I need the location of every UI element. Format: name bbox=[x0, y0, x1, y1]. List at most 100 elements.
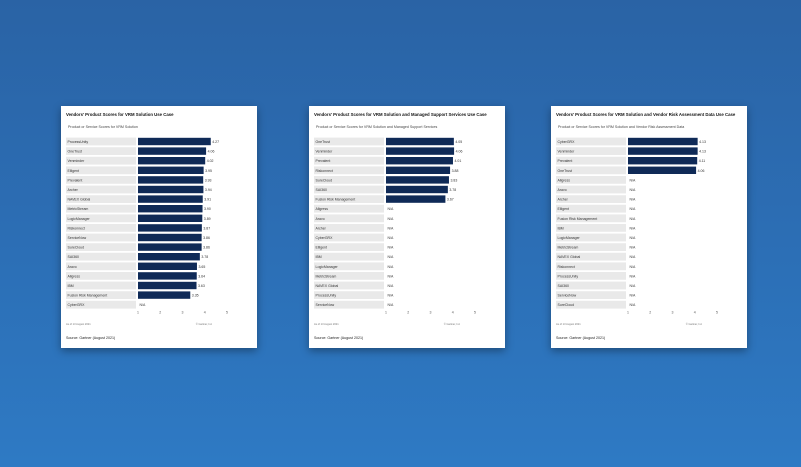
value-label: 3.35 bbox=[192, 294, 199, 298]
score-bar bbox=[386, 157, 453, 165]
score-bar bbox=[138, 214, 203, 222]
category-band bbox=[66, 243, 136, 251]
source-note: Source: Gartner (August 2021) bbox=[66, 336, 116, 340]
category-band bbox=[66, 224, 136, 232]
score-bar bbox=[138, 157, 206, 165]
tick-label: 2 bbox=[159, 310, 161, 314]
copyright-note: © Gartner, Inc bbox=[443, 323, 460, 326]
value-label: 4.13 bbox=[699, 150, 706, 154]
tick-label: 3 bbox=[182, 310, 184, 314]
value-label: 3.63 bbox=[198, 284, 205, 288]
category-label: CyberGRX bbox=[558, 140, 576, 144]
score-bar bbox=[628, 166, 697, 174]
category-band bbox=[314, 185, 384, 194]
value-label: N/A bbox=[388, 246, 395, 250]
category-band bbox=[556, 204, 626, 213]
copyright-note: © Gartner, Inc bbox=[685, 323, 702, 326]
value-label: 3.95 bbox=[205, 169, 212, 173]
category-label: ServiceNow bbox=[68, 236, 87, 240]
category-label: Elligent bbox=[316, 246, 328, 250]
score-bar bbox=[138, 176, 204, 184]
category-label: Riskonnect bbox=[316, 169, 333, 173]
as-of-date: As of 13 August 2021 bbox=[314, 323, 339, 326]
category-band bbox=[314, 291, 384, 299]
category-band bbox=[314, 156, 384, 165]
category-band bbox=[556, 262, 626, 271]
category-label: SAI360 bbox=[558, 284, 570, 288]
category-band bbox=[66, 166, 136, 175]
value-label: 3.83 bbox=[450, 178, 457, 182]
category-label: Prevalent bbox=[558, 159, 573, 163]
category-label: Aravo bbox=[68, 265, 77, 269]
category-band bbox=[556, 137, 626, 146]
category-band bbox=[314, 233, 384, 242]
value-label: 3.78 bbox=[201, 255, 208, 259]
category-band bbox=[66, 214, 136, 223]
value-label: N/A bbox=[388, 303, 395, 307]
category-label: Venminder bbox=[316, 150, 334, 154]
bar-chart: CyberGRX 4.13 Venminder 4.13 Prevalent 4.11 On… bbox=[556, 137, 718, 314]
category-band bbox=[314, 243, 384, 251]
score-bar bbox=[138, 185, 204, 194]
category-band bbox=[556, 291, 626, 299]
score-bar bbox=[138, 243, 202, 251]
as-of-date: As of 13 August 2021 bbox=[66, 323, 91, 326]
category-label: IBM bbox=[558, 226, 564, 230]
category-band bbox=[556, 243, 626, 251]
category-label: Fusion Risk Management bbox=[68, 294, 108, 298]
value-label: N/A bbox=[630, 226, 637, 230]
value-label: N/A bbox=[388, 265, 395, 269]
value-label: N/A bbox=[630, 178, 637, 182]
value-label: 3.88 bbox=[452, 169, 459, 173]
tick-label: 1 bbox=[385, 310, 387, 314]
category-band bbox=[314, 176, 384, 184]
source-note: Source: Gartner (August 2021) bbox=[556, 336, 606, 340]
card-title: Vendors' Product Scores for VRM Solution… bbox=[66, 112, 174, 117]
category-label: Venminder bbox=[558, 150, 576, 154]
category-band bbox=[66, 233, 136, 242]
category-band bbox=[314, 204, 384, 213]
score-bar bbox=[138, 205, 203, 213]
category-band bbox=[556, 300, 626, 309]
category-label: ProcessUnity bbox=[316, 294, 337, 298]
category-band bbox=[66, 176, 136, 184]
category-label: SureCloud bbox=[558, 303, 575, 307]
category-label: Aravo bbox=[316, 217, 325, 221]
value-label: N/A bbox=[388, 255, 395, 259]
category-label: SAI360 bbox=[316, 188, 328, 192]
category-band bbox=[314, 252, 384, 261]
category-label: IBM bbox=[68, 284, 74, 288]
value-label: N/A bbox=[388, 284, 395, 288]
value-label: 4.13 bbox=[699, 140, 706, 144]
category-label: Archer bbox=[316, 226, 327, 230]
value-label: 4.27 bbox=[212, 140, 219, 144]
score-bar bbox=[138, 272, 197, 280]
category-label: MetricStream bbox=[558, 246, 579, 250]
category-band bbox=[556, 195, 626, 203]
value-label: 3.94 bbox=[205, 188, 212, 192]
score-bar bbox=[386, 166, 451, 174]
value-label: N/A bbox=[388, 274, 395, 278]
category-label: Prevalent bbox=[316, 159, 331, 163]
category-band bbox=[66, 204, 136, 213]
value-label: N/A bbox=[630, 188, 637, 192]
value-label: N/A bbox=[630, 265, 637, 269]
value-label: 4.06 bbox=[208, 150, 215, 154]
category-label: Riskonnect bbox=[558, 265, 575, 269]
category-label: NAVEX Global bbox=[558, 255, 581, 259]
value-label: 3.93 bbox=[205, 178, 212, 182]
category-label: Venminder bbox=[68, 159, 86, 163]
value-label: 4.06 bbox=[456, 150, 463, 154]
category-band bbox=[556, 214, 626, 223]
category-band bbox=[66, 147, 136, 155]
score-bar bbox=[386, 137, 454, 146]
category-band bbox=[556, 281, 626, 290]
value-label: 4.02 bbox=[207, 159, 214, 163]
category-label: ServiceNow bbox=[316, 303, 335, 307]
value-label: N/A bbox=[140, 303, 147, 307]
category-label: OneTrust bbox=[558, 169, 572, 173]
scores-card-managed-support: Vendors' Product Scores for VRM Solution… bbox=[309, 106, 505, 348]
value-label: 3.89 bbox=[204, 217, 211, 221]
category-label: LogicManager bbox=[558, 236, 581, 240]
value-label: N/A bbox=[630, 207, 637, 211]
